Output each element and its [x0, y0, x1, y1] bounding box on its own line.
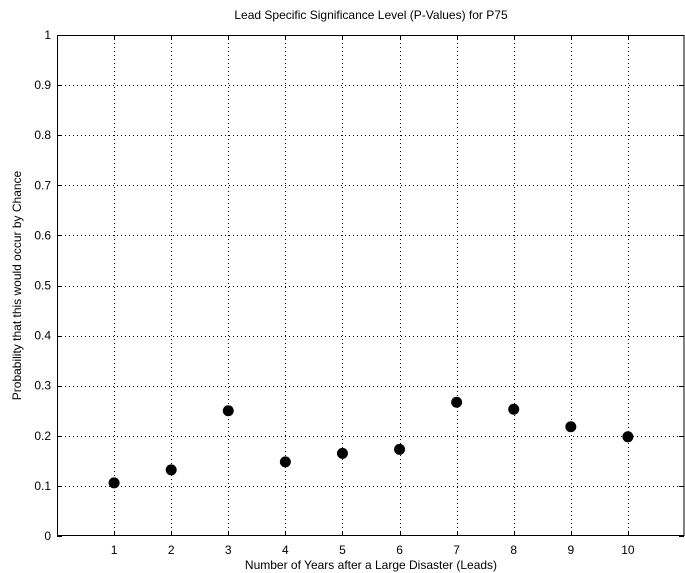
y-tick-labels: 0 0.1 0.2 0.3 0.4 0.5 0.6 0.7 0.8 0.9 1	[34, 28, 51, 543]
chart-title: Lead Specific Significance Level (P-Valu…	[234, 8, 508, 22]
data-point	[508, 403, 520, 415]
y-tick-label: 0.6	[34, 228, 51, 242]
x-tick-label: 2	[168, 543, 175, 557]
y-axis-label: Probability that this would occur by Cha…	[10, 170, 24, 400]
y-tick-label: 1	[44, 28, 51, 42]
plot-area-frame	[57, 35, 685, 536]
y-tick-label: 0.1	[34, 479, 51, 493]
data-point	[222, 405, 234, 417]
y-tick-label: 0.5	[34, 279, 51, 293]
data-point	[565, 421, 577, 433]
y-tick-label: 0	[44, 529, 51, 543]
x-tick-label: 6	[396, 543, 403, 557]
data-point	[622, 431, 634, 443]
x-axis-label: Number of Years after a Large Disaster (…	[245, 558, 497, 572]
x-tick-label: 10	[621, 543, 635, 557]
x-tick-label: 1	[111, 543, 118, 557]
x-tick-label: 7	[453, 543, 460, 557]
data-point	[394, 443, 406, 455]
y-tick-label: 0.7	[34, 178, 51, 192]
data-point	[108, 477, 120, 489]
x-tick-label: 3	[225, 543, 232, 557]
y-tick-label: 0.3	[34, 379, 51, 393]
data-point	[336, 447, 348, 459]
data-point	[165, 464, 177, 476]
grid-lines	[57, 35, 684, 536]
data-points	[108, 396, 634, 489]
y-tick-label: 0.9	[34, 78, 51, 92]
x-tick-label: 8	[510, 543, 517, 557]
data-point	[451, 396, 463, 408]
data-point	[279, 456, 291, 468]
x-tick-label: 5	[339, 543, 346, 557]
y-tick-label: 0.2	[34, 429, 51, 443]
y-tick-label: 0.4	[34, 329, 51, 343]
x-tick-labels: 1 2 3 4 5 6 7 8 9 10	[111, 543, 635, 557]
y-tick-label: 0.8	[34, 128, 51, 142]
axis-ticks	[57, 35, 684, 537]
x-tick-label: 9	[567, 543, 574, 557]
x-tick-label: 4	[282, 543, 289, 557]
